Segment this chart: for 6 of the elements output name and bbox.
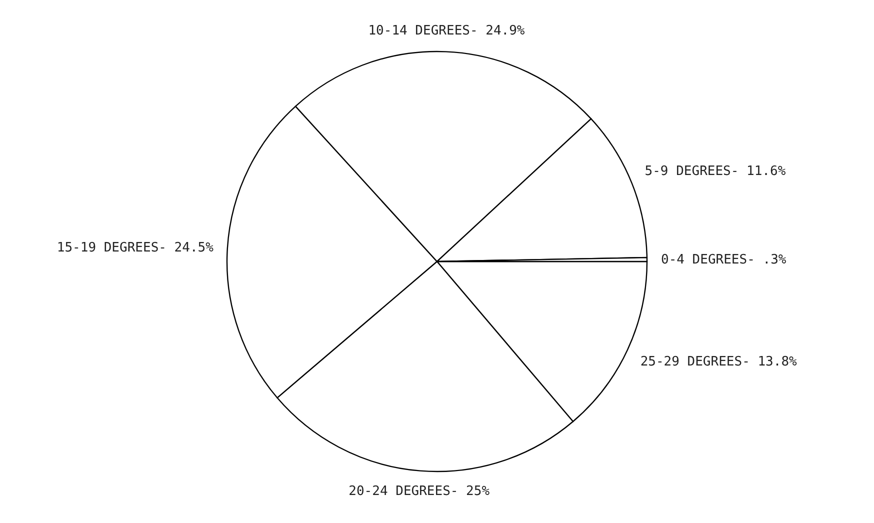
slice-label: 0-4 DEGREES- .3% — [660, 252, 786, 268]
slice-label: 5-9 DEGREES- 11.6% — [644, 164, 786, 179]
slice-label: 25-29 DEGREES- 13.8% — [640, 354, 798, 370]
slice-label: 20-24 DEGREES- 25% — [348, 484, 490, 499]
slice-label: 15-19 DEGREES- 24.5% — [56, 240, 214, 256]
slice-label: 10-14 DEGREES- 24.9% — [368, 24, 525, 39]
